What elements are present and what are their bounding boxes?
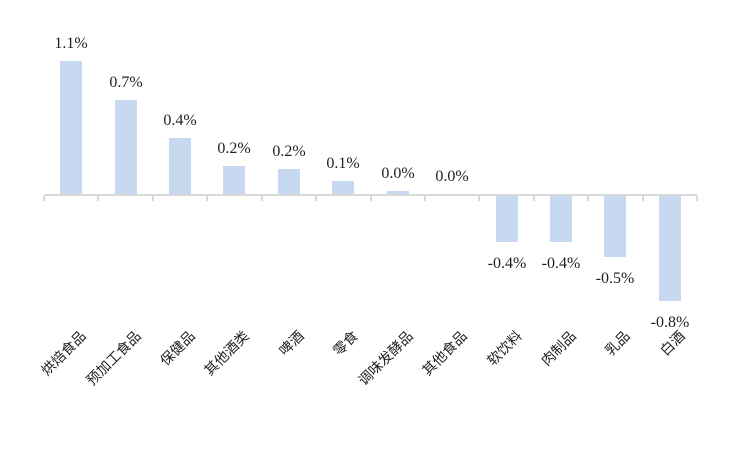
bar-value-label: 0.2% (217, 140, 251, 157)
x-axis-tick (370, 196, 372, 201)
category-label: 乳品 (603, 329, 634, 360)
bar-value-label: -0.5% (595, 270, 635, 287)
bar (496, 196, 518, 242)
bar-value-label: 0.0% (381, 165, 415, 182)
x-axis-tick (315, 196, 317, 201)
category-label: 白酒 (658, 329, 689, 360)
bar-value-label: -0.8% (650, 314, 690, 331)
bar-value-label: 0.0% (435, 168, 469, 185)
category-label: 烘焙食品 (39, 329, 90, 380)
x-axis-tick (587, 196, 589, 201)
x-axis-tick (97, 196, 99, 201)
bar (169, 138, 191, 194)
category-label: 调味发酵品 (356, 329, 417, 390)
x-axis-tick (43, 196, 45, 201)
category-label: 其他食品 (420, 329, 471, 380)
bar-value-label: -0.4% (487, 255, 527, 272)
bar-value-label: 0.1% (326, 155, 360, 172)
bar (550, 196, 572, 242)
bar (115, 100, 137, 194)
x-axis-tick (152, 196, 154, 201)
bar-value-label: 0.7% (109, 74, 143, 91)
bar-value-label: 0.2% (272, 143, 306, 160)
x-axis-line (44, 194, 697, 196)
bar-value-label: -0.4% (541, 255, 581, 272)
category-label: 软饮料 (485, 329, 526, 370)
bar (604, 196, 626, 257)
x-axis-tick (696, 196, 698, 201)
x-axis-tick (424, 196, 426, 201)
x-axis-tick (478, 196, 480, 201)
bar (659, 196, 681, 301)
category-label: 啤酒 (277, 329, 308, 360)
x-axis-tick (206, 196, 208, 201)
x-axis-tick (261, 196, 263, 201)
x-axis-tick (533, 196, 535, 201)
category-label: 保健品 (158, 329, 199, 370)
bar (387, 191, 409, 194)
bar (60, 61, 82, 194)
bar-value-label: 1.1% (54, 35, 88, 52)
category-label: 零食 (331, 329, 362, 360)
category-label: 预加工食品 (84, 329, 145, 390)
bar (278, 169, 300, 194)
category-label: 其他酒类 (202, 329, 253, 380)
x-axis-tick (642, 196, 644, 201)
category-label: 肉制品 (539, 329, 580, 370)
bar-value-label: 0.4% (163, 112, 197, 129)
bar (223, 166, 245, 194)
bar (332, 181, 354, 194)
